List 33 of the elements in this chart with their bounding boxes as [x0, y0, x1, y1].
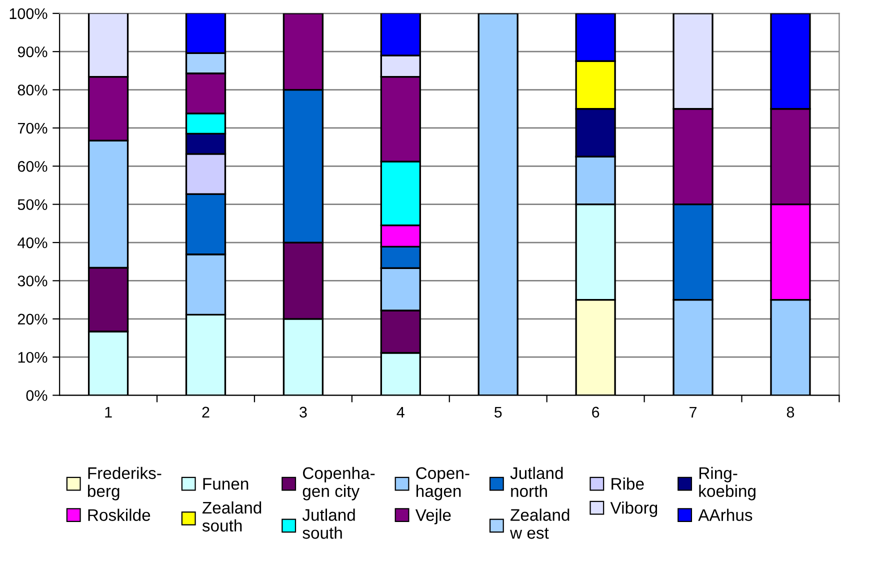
y-tick-label: 100%	[10, 8, 48, 20]
x-tick-label: 1	[105, 406, 112, 418]
legend-label: Ribe	[612, 478, 644, 490]
x-tick-label: 2	[202, 406, 210, 418]
y-tick-label: 40%	[18, 237, 48, 248]
y-tick-label: 0%	[26, 390, 48, 401]
y-tick-label: 10%	[18, 352, 48, 363]
y-tick-label: 90%	[18, 46, 48, 58]
legend-label: Roskilde	[88, 508, 150, 521]
x-tick-label: 5	[494, 406, 502, 418]
legend-label: Funen	[203, 478, 248, 490]
legend-label: Frederiks- berg	[88, 466, 162, 500]
legend-label: Copen- hagen	[416, 467, 470, 500]
legend-label: Viborg	[610, 501, 658, 518]
legend-label: AArhus	[698, 508, 752, 521]
legend-label: Vejle	[415, 508, 451, 524]
y-tick-label: 50%	[18, 199, 48, 210]
legend-label: Zealand w est	[510, 508, 570, 539]
legend-label: Copenha- gen city	[302, 466, 375, 500]
y-tick-label: 60%	[18, 161, 48, 172]
x-tick-label: 6	[592, 406, 600, 418]
x-tick-label: 3	[300, 406, 307, 418]
x-tick-label: 8	[786, 406, 794, 418]
legend-label: Jutland south	[302, 508, 355, 539]
legend-label: Zealand south	[202, 501, 262, 532]
y-tick-label: 80%	[18, 84, 48, 96]
y-tick-label: 70%	[18, 122, 48, 134]
x-tick-label: 7	[690, 406, 697, 418]
y-tick-label: 20%	[18, 314, 48, 325]
x-tick-label: 4	[396, 406, 404, 418]
legend-label: Jutland north	[510, 466, 563, 498]
legend-label: Ring- koebing	[699, 466, 756, 500]
y-tick-label: 30%	[18, 276, 48, 286]
